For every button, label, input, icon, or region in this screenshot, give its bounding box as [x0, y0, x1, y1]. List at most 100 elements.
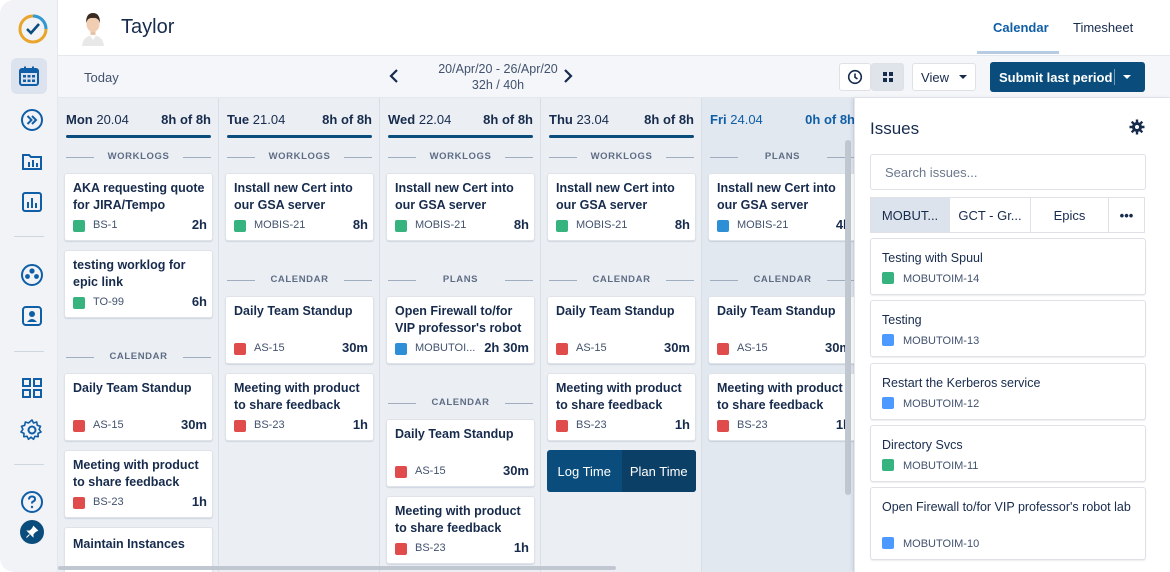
story-icon [882, 272, 894, 284]
filter-tab-gct[interactable]: GCT - Gr... [949, 197, 1031, 233]
worklog-card[interactable]: testing worklog for epic link TO-99 6h [64, 250, 213, 318]
calendar-event-card[interactable]: Daily Team Standup AS-15 30m [64, 373, 213, 441]
event-icon [395, 466, 407, 478]
chevron-down-icon[interactable] [1123, 75, 1131, 79]
day-label: Mon 20.04 [66, 112, 129, 127]
calendar-event-card[interactable]: Meeting with product to share feedback B… [64, 450, 213, 518]
duration: 1h [513, 540, 529, 555]
forward-nav-icon[interactable] [18, 106, 46, 134]
worklog-card[interactable]: Install new Cert into our GSA server MOB… [225, 173, 374, 241]
issue-filter-tabs: MOBUT... GCT - Gr... Epics ••• [870, 197, 1146, 233]
day-name: Mon [66, 112, 93, 127]
issue-title: Testing [882, 313, 922, 327]
day-hours: 8h of 8h [161, 112, 211, 127]
epic-forward-icon [395, 343, 407, 355]
tab-calendar[interactable]: Calendar [993, 20, 1049, 35]
app-logo-icon[interactable] [17, 13, 49, 45]
calendar-grid: Mon 20.04 8h of 8h WORKLOGS AKA requesti… [58, 98, 854, 572]
day-name: Tue [227, 112, 250, 127]
tab-timesheet[interactable]: Timesheet [1073, 20, 1134, 35]
issue-item[interactable]: Restart the Kerberos service MOBUTOIM-12 [870, 363, 1146, 420]
calendar-event-card[interactable]: Meeting with product to share feedback B… [547, 373, 696, 441]
filter-tab-epics[interactable]: Epics [1030, 197, 1109, 233]
day-hours: 8h of 8h [644, 112, 694, 127]
card-title: Open Firewall to/for VIP professor's rob… [395, 304, 522, 335]
duration: 8h [513, 217, 529, 232]
day-name: Thu [549, 112, 573, 127]
issue-key: MOBUTOIM-13 [903, 335, 980, 347]
help-icon[interactable] [18, 488, 46, 516]
issues-search-input[interactable] [870, 154, 1146, 190]
issue-title: Testing with Spuul [882, 251, 983, 265]
task-checkbox-icon [882, 397, 894, 409]
vertical-scrollbar[interactable] [845, 140, 851, 495]
calendar-event-card[interactable]: Daily Team Standup AS-15 30m [708, 296, 854, 364]
card-title: Install new Cert into our GSA server [556, 181, 675, 212]
day-label: Fri 24.04 [710, 112, 763, 127]
card-title: AKA requesting quote for JIRA/Tempo [73, 181, 205, 212]
card-title: Daily Team Standup [73, 381, 192, 395]
today-button[interactable]: Today [84, 70, 119, 85]
horizontal-scrollbar[interactable] [58, 566, 616, 570]
view-dropdown[interactable]: View [912, 63, 976, 91]
issue-key: BS-23 [737, 419, 768, 431]
pin-icon[interactable] [20, 520, 44, 544]
event-icon [556, 420, 568, 432]
calendar-event-card[interactable]: Meeting with product to share feedback B… [386, 496, 535, 564]
duration: 30m [180, 417, 207, 432]
issue-key: BS-1 [93, 219, 118, 231]
issue-key: AS-15 [576, 342, 607, 354]
calendar-event-card[interactable]: Daily Team Standup AS-15 30m [386, 419, 535, 487]
issues-panel: Issues MOBUT... GCT - Gr... Epics ••• Te… [854, 98, 1170, 572]
grid-view-icon[interactable] [871, 63, 904, 91]
calendar-event-card[interactable]: Daily Team Standup AS-15 30m [225, 296, 374, 364]
user-avatar[interactable] [78, 10, 108, 46]
day-hours: 8h of 8h [322, 112, 372, 127]
user-profile-icon[interactable] [18, 302, 46, 330]
day-column-tue: Tue 21.04 8h of 8h WORKLOGS Install new … [219, 98, 380, 572]
teams-nav-icon[interactable] [18, 261, 46, 289]
duration: 6h [191, 294, 207, 309]
duration: 1h [352, 417, 368, 432]
more-filters-button[interactable]: ••• [1108, 197, 1145, 233]
card-title: Meeting with product to share feedback [73, 458, 199, 489]
day-column-thu: Thu 23.04 8h of 8h WORKLOGS Install new … [541, 98, 702, 572]
calendar-event-card[interactable]: Meeting with product to share feedback B… [225, 373, 374, 441]
apps-grid-icon[interactable] [18, 374, 46, 402]
next-period-icon[interactable] [560, 67, 576, 85]
previous-period-icon[interactable] [386, 67, 402, 85]
active-tab-indicator [977, 51, 1059, 54]
worklog-card[interactable]: AKA requesting quote for JIRA/Tempo BS-1… [64, 173, 213, 241]
worklog-card[interactable]: Install new Cert into our GSA server MOB… [547, 173, 696, 241]
button-divider [1114, 69, 1115, 85]
issues-settings-gear-icon[interactable] [1129, 119, 1145, 135]
card-title: Meeting with product to share feedback [234, 381, 360, 412]
issue-item[interactable]: Testing MOBUTOIM-13 [870, 300, 1146, 357]
submit-last-period-button[interactable]: Submit last period [990, 62, 1145, 92]
clock-view-icon[interactable] [839, 63, 871, 91]
issue-item[interactable]: Open Firewall to/for VIP professor's rob… [870, 487, 1146, 560]
day-date: 21.04 [252, 112, 286, 127]
issue-item[interactable]: Testing with Spuul MOBUTOIM-14 [870, 238, 1146, 295]
filter-tab-mobut[interactable]: MOBUT... [870, 197, 950, 233]
issue-key: MOBUTOI... [415, 342, 476, 354]
worklog-card[interactable]: Install new Cert into our GSA server MOB… [386, 173, 535, 241]
chart-nav-icon[interactable] [18, 188, 46, 216]
settings-gear-icon[interactable] [18, 416, 46, 444]
calendar-event-card[interactable]: Daily Team Standup AS-15 30m [547, 296, 696, 364]
plan-time-button[interactable]: Plan Time [621, 450, 696, 492]
log-time-button[interactable]: Log Time [557, 463, 611, 479]
header: Taylor Calendar Timesheet [58, 0, 1170, 56]
calendar-event-card[interactable]: Maintain Instances [64, 527, 213, 572]
checkbox-icon [395, 220, 407, 232]
issue-item[interactable]: Directory Svcs MOBUTOIM-11 [870, 425, 1146, 482]
duration: 30m [502, 463, 529, 478]
card-title: Meeting with product to share feedback [556, 381, 682, 412]
plan-card[interactable]: Install new Cert into our GSA server MOB… [708, 173, 854, 241]
calendar-nav-icon[interactable] [11, 58, 47, 94]
calendar-event-card[interactable]: Meeting with product to share feedback B… [708, 373, 854, 441]
day-label: Wed 22.04 [388, 112, 451, 127]
reports-folder-icon[interactable] [18, 147, 46, 175]
plan-card[interactable]: Open Firewall to/for VIP professor's rob… [386, 296, 535, 364]
